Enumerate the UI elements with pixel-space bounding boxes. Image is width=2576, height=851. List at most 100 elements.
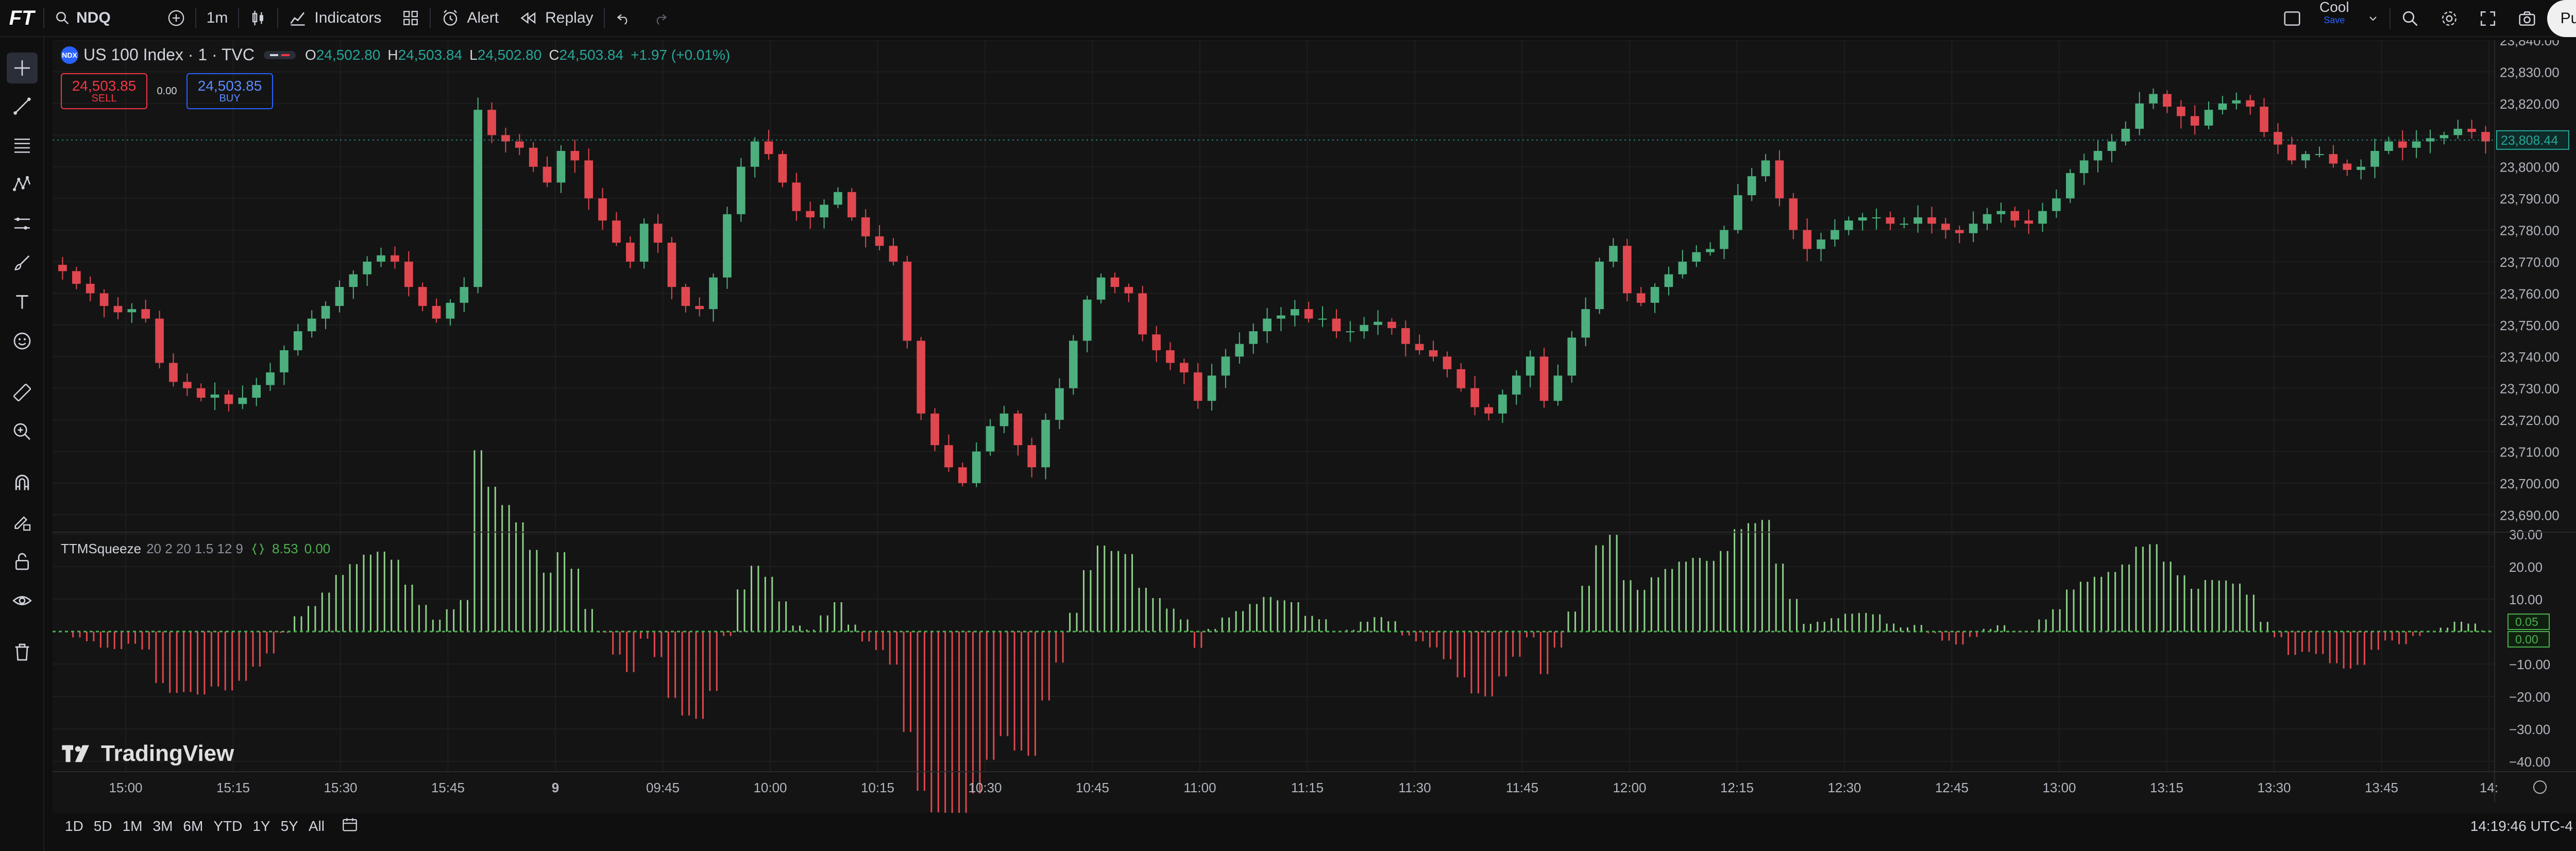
compare-add-button[interactable] [157, 0, 195, 37]
indicator-tick-label: −20.00 [2509, 689, 2550, 705]
range-button-5y[interactable]: 5Y [280, 818, 298, 834]
candle-body [1553, 376, 1563, 401]
axes: 23,840.0023,830.0023,820.0023,810.0023,8… [53, 40, 2576, 803]
time-tick-label: 10:30 [968, 780, 1002, 795]
candle-body [1831, 230, 1839, 240]
separator [603, 8, 605, 28]
range-button-1y[interactable]: 1Y [252, 818, 270, 834]
square-icon [2284, 11, 2300, 26]
indicators-button[interactable]: Indicators [278, 0, 392, 37]
settings-button[interactable] [2430, 0, 2469, 37]
replay-button[interactable]: Replay [509, 0, 603, 37]
candle-body [861, 217, 870, 236]
trend-line-tool-button[interactable] [7, 91, 38, 122]
fullscreen-icon [2480, 11, 2495, 26]
hide-drawings-button[interactable] [7, 585, 38, 616]
crosshair-tool-button[interactable] [7, 53, 38, 83]
axis-settings-icon[interactable] [2533, 780, 2547, 794]
brush-tool-button[interactable] [7, 247, 38, 278]
snapshot-button[interactable] [2507, 0, 2547, 37]
range-button-5d[interactable]: 5D [93, 818, 112, 834]
grid [53, 40, 2495, 772]
smiley-icon [13, 332, 31, 350]
candle-body [1941, 224, 1950, 230]
emoji-tool-button[interactable] [7, 326, 38, 356]
candle-body [2246, 100, 2255, 107]
candle-body [2384, 141, 2393, 151]
remove-drawings-button[interactable] [7, 637, 38, 668]
candle-body [418, 287, 427, 306]
candle-body [1539, 356, 1549, 401]
lock-drawings-button[interactable] [7, 546, 38, 577]
range-button-ytd[interactable]: YTD [213, 818, 243, 834]
candle-body [1179, 363, 1189, 372]
bottom-toolbar: 1D 5D 1M 3M 6M YTD 1Y 5Y All 14:19:46 UTC-4 [53, 813, 2576, 840]
candle-body [1069, 341, 1078, 388]
app-logo[interactable]: FT [9, 6, 35, 29]
last-price-tag: 23,808.44 [2501, 133, 2558, 148]
braces-icon[interactable] [250, 541, 266, 557]
zoom-tool-button[interactable] [7, 416, 38, 447]
sell-button[interactable]: 24,503.85 SELL [61, 73, 147, 109]
pane-separator[interactable] [53, 532, 2576, 533]
candle-body [1844, 220, 1853, 230]
candle-body [377, 255, 385, 262]
templates-button[interactable] [392, 0, 430, 37]
candle-body [1138, 293, 1147, 335]
close-label: C [549, 46, 560, 63]
chart-canvas[interactable]: 23,840.0023,830.0023,820.0023,810.0023,8… [53, 40, 2576, 813]
layout-dropdown-button[interactable] [2357, 0, 2389, 37]
magnet-icon [15, 474, 29, 490]
publish-button[interactable]: Publish [2547, 0, 2576, 37]
candle-body [778, 154, 787, 183]
redo-button[interactable] [642, 0, 679, 37]
symbol-title[interactable]: US 100 Index · 1 · TVC [83, 45, 255, 64]
forecast-tool-button[interactable] [7, 208, 38, 239]
measure-tool-button[interactable] [7, 377, 38, 408]
brush-icon [14, 255, 30, 270]
text-tool-button[interactable] [7, 286, 38, 317]
candle-body [1027, 445, 1037, 468]
stay-in-drawing-button[interactable] [7, 507, 38, 538]
layout-toggle-button[interactable] [2272, 0, 2312, 37]
range-button-all[interactable]: All [308, 818, 325, 834]
range-button-1m[interactable]: 1M [122, 818, 143, 834]
candle-body [321, 305, 330, 319]
camera-icon [2519, 11, 2535, 26]
candle-body [2204, 110, 2213, 126]
alert-button[interactable]: Alert [431, 0, 509, 37]
undo-button[interactable] [605, 0, 642, 37]
candle-body [930, 413, 939, 446]
legend-toggle-pill[interactable] [264, 50, 296, 59]
zoom-search-icon [2402, 11, 2418, 26]
quick-search-button[interactable] [2391, 0, 2430, 37]
interval-button[interactable]: 1m [206, 9, 228, 26]
price-tick-label: 23,700.00 [2500, 476, 2560, 491]
candle-body [2481, 132, 2490, 142]
indicator-name[interactable]: TTMSqueeze [61, 541, 142, 556]
candles-icon [252, 10, 264, 26]
fib-tool-button[interactable] [7, 130, 38, 161]
candle-body [1900, 224, 1909, 225]
candle-body [529, 147, 538, 167]
range-button-1d[interactable]: 1D [65, 818, 83, 834]
price-tick-label: 23,780.00 [2500, 223, 2560, 239]
candle-body [1817, 239, 1825, 249]
fullscreen-button[interactable] [2469, 0, 2507, 37]
chart-type-button[interactable] [239, 0, 277, 37]
goto-date-button[interactable] [333, 816, 367, 837]
chart-area[interactable]: 23,840.0023,830.0023,820.0023,810.0023,8… [53, 40, 2576, 813]
buy-button[interactable]: 24,503.85 BUY [187, 73, 273, 109]
range-button-6m[interactable]: 6M [183, 818, 204, 834]
symbol-search[interactable]: NDQ [44, 0, 121, 37]
indicator-params: 20 2 20 1.5 12 9 [146, 541, 244, 556]
range-button-3m[interactable]: 3M [152, 818, 173, 834]
pattern-tool-button[interactable] [7, 169, 38, 200]
magnet-mode-button[interactable] [7, 468, 38, 499]
candle-body [2232, 100, 2241, 104]
price-tick-label: 23,710.00 [2500, 444, 2560, 459]
trend-line-icon [13, 97, 31, 115]
clock-timezone[interactable]: 14:19:46 UTC-4 [2470, 818, 2573, 834]
candle-body [625, 243, 635, 262]
layout-name-button[interactable]: Cool Save [2312, 0, 2357, 37]
